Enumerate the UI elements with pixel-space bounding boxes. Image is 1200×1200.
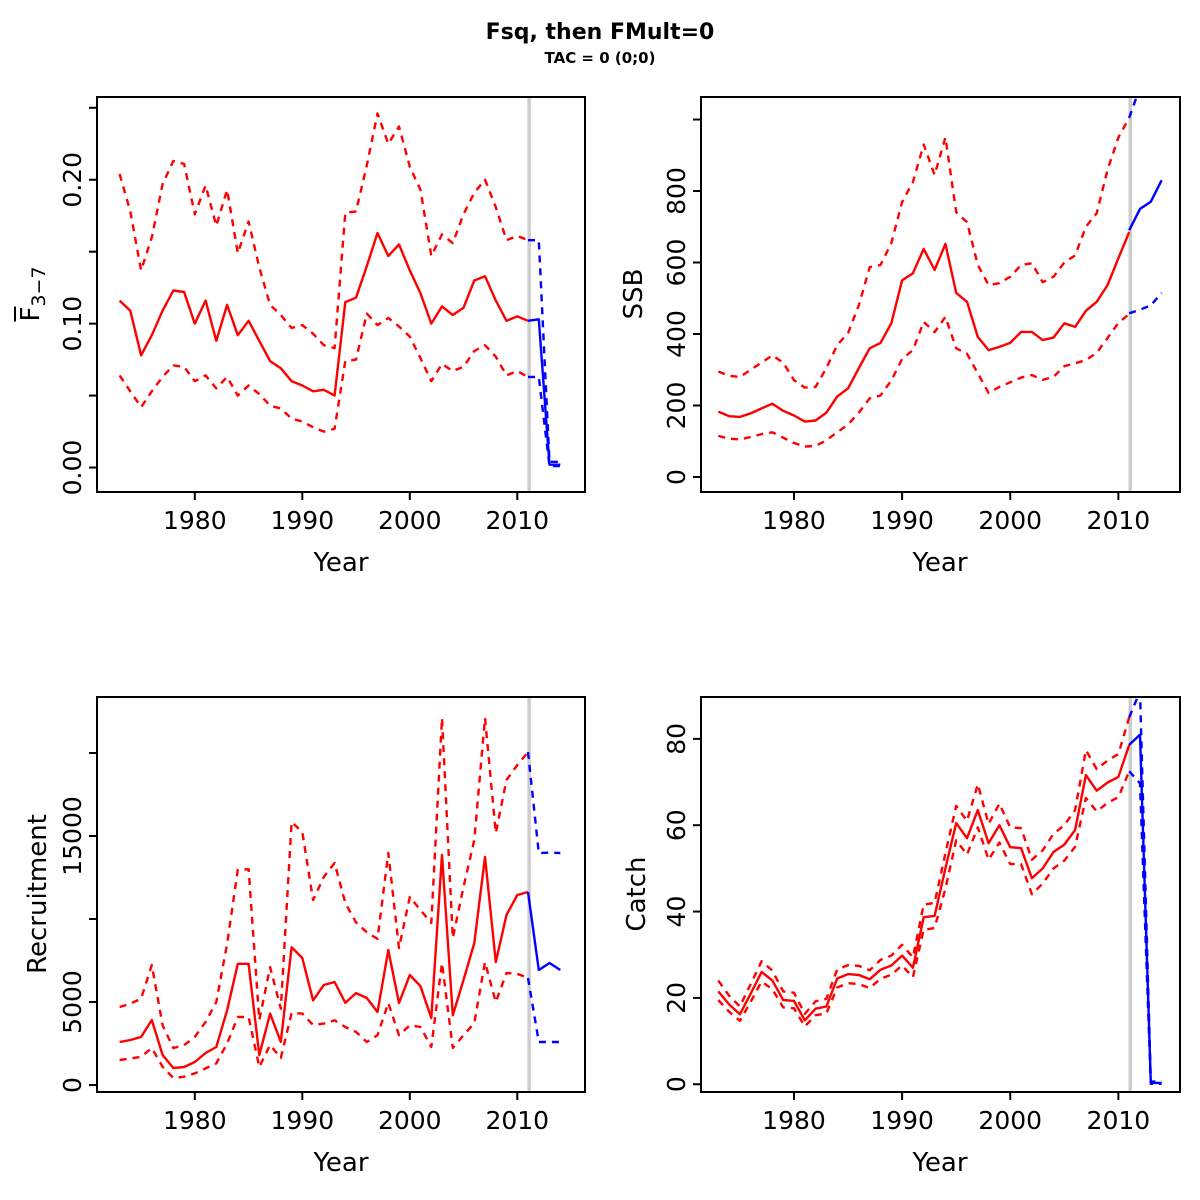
catch-upper-ci-line [717,716,1131,1016]
recruitment-plot-frame [96,696,586,1093]
recruitment-projection-median-line [526,891,561,972]
recruitment-upper-ci-line [119,716,529,1050]
ssb-y-axis: 0 200 400 600 800 [662,118,701,485]
catch-projection-lower-ci-line [1128,770,1162,1086]
catch-x-tick-label: 1990 [870,1106,934,1135]
catch-x-axis-label: Year [912,1148,968,1178]
recruitment-x-tick-label: 1980 [163,1106,227,1135]
catch-label-main: Catch [622,856,652,932]
fbar-projection-median-line [527,318,561,466]
fbar-plot-frame [96,96,586,493]
recruitment-y-tick-label: 5000 [58,970,87,1034]
ssb-projection-median-line [1128,179,1163,231]
recruitment-y-axis: 0 5000 15000 [58,751,97,1093]
ssb-projection-upper-ci-line [1128,97,1138,119]
fbar-x-tick-label: 2010 [485,506,549,535]
recruitment-projection-upper-ci-line [526,751,561,855]
fbar-y-axis-label: F3−7 [16,266,50,321]
fbar-x-tick-label: 1990 [270,506,334,535]
recruitment-y-tick-label: 15000 [58,796,87,876]
ssb-x-tick-label: 1990 [870,506,934,535]
ssb-y-tick-label: 400 [662,310,691,358]
catch-y-tick-label: 40 [662,896,691,928]
ssb-y-tick-label: 200 [662,382,691,430]
fbar-x-tick-label: 1980 [163,506,227,535]
recruitment-chart: 1980 1990 2000 2010 0 5000 15000 [58,696,586,1135]
ssb-label-main: SSB [619,268,649,320]
ssb-chart: 1980 1990 2000 2010 0 200 400 600 800 [662,96,1181,535]
page-title: Fsq, then FMult=0 [485,20,715,45]
fbar-label-main: F [16,306,46,322]
fbar-y-tick-label: 0.00 [58,440,87,496]
catch-chart: 1980 1990 2000 2010 0 20 40 60 80 [662,696,1181,1135]
fbar-x-axis: 1980 1990 2000 2010 [163,492,549,535]
catch-x-tick-label: 1980 [762,1106,826,1135]
fbar-x-axis-label: Year [313,548,369,578]
catch-y-tick-label: 0 [662,1076,691,1092]
ssb-y-tick-label: 600 [662,239,691,287]
ssb-x-tick-label: 2000 [978,506,1042,535]
catch-median-line [717,744,1131,1022]
catch-plot-frame [700,696,1181,1093]
catch-y-tick-label: 20 [662,982,691,1014]
recruitment-y-axis-label: Recruitment [23,814,53,974]
catch-y-tick-label: 80 [662,723,691,755]
recruitment-x-axis: 1980 1990 2000 2010 [163,1092,549,1135]
fbar-chart: 1980 1990 2000 2010 0.00 0.10 0.20 [58,96,586,535]
fbar-y-tick-label: 0.10 [58,296,87,352]
ssb-y-tick-label: 800 [662,167,691,215]
ssb-projection-lower-ci-line [1128,292,1163,315]
recruitment-y-tick-label: 0 [58,1077,87,1093]
catch-y-tick-label: 60 [662,809,691,841]
ssb-lower-ci-line [717,313,1130,448]
recruitment-x-axis-label: Year [313,1148,369,1178]
fbar-projection-lower-ci-line [528,375,561,468]
fbar-projection-upper-ci-line [528,238,561,463]
catch-projection-median-line [1128,733,1162,1085]
catch-x-tick-label: 2010 [1087,1106,1151,1135]
ssb-y-axis-label: SSB [619,269,649,320]
ssb-median-line [717,231,1131,423]
catch-x-tick-label: 2000 [978,1106,1042,1135]
catch-y-axis: 0 20 40 60 80 [662,723,701,1092]
ssb-upper-ci-line [717,117,1131,389]
catch-lower-ci-line [717,770,1131,1028]
recruitment-x-tick-label: 1990 [270,1106,334,1135]
ssb-plot-frame [700,96,1181,493]
ssb-x-axis: 1980 1990 2000 2010 [762,492,1150,535]
fbar-median-line [118,231,529,397]
recruitment-median-line [119,853,529,1070]
fbar-lower-ci-line [118,312,529,433]
ssb-x-tick-label: 2010 [1087,506,1151,535]
ssb-y-tick-label: 0 [662,469,691,485]
page-subtitle: TAC = 0 (0;0) [544,49,656,67]
recruitment-x-tick-label: 2010 [485,1106,549,1135]
fbar-y-tick-label: 0.20 [58,152,87,208]
fbar-label-subscript: 3−7 [28,266,50,307]
fbar-x-tick-label: 2000 [378,506,442,535]
recruitment-lower-ci-line [119,961,529,1080]
catch-x-axis: 1980 1990 2000 2010 [762,1092,1150,1135]
ssb-x-tick-label: 1980 [762,506,826,535]
recruitment-x-tick-label: 2000 [378,1106,442,1135]
recruitment-projection-lower-ci-line [526,977,561,1044]
fbar-y-axis: 0.00 0.10 0.20 [58,106,97,496]
catch-y-axis-label: Catch [622,856,652,931]
ssb-x-axis-label: Year [912,548,968,578]
fbar-upper-ci-line [118,112,529,350]
recruitment-label-main: Recruitment [23,814,53,974]
